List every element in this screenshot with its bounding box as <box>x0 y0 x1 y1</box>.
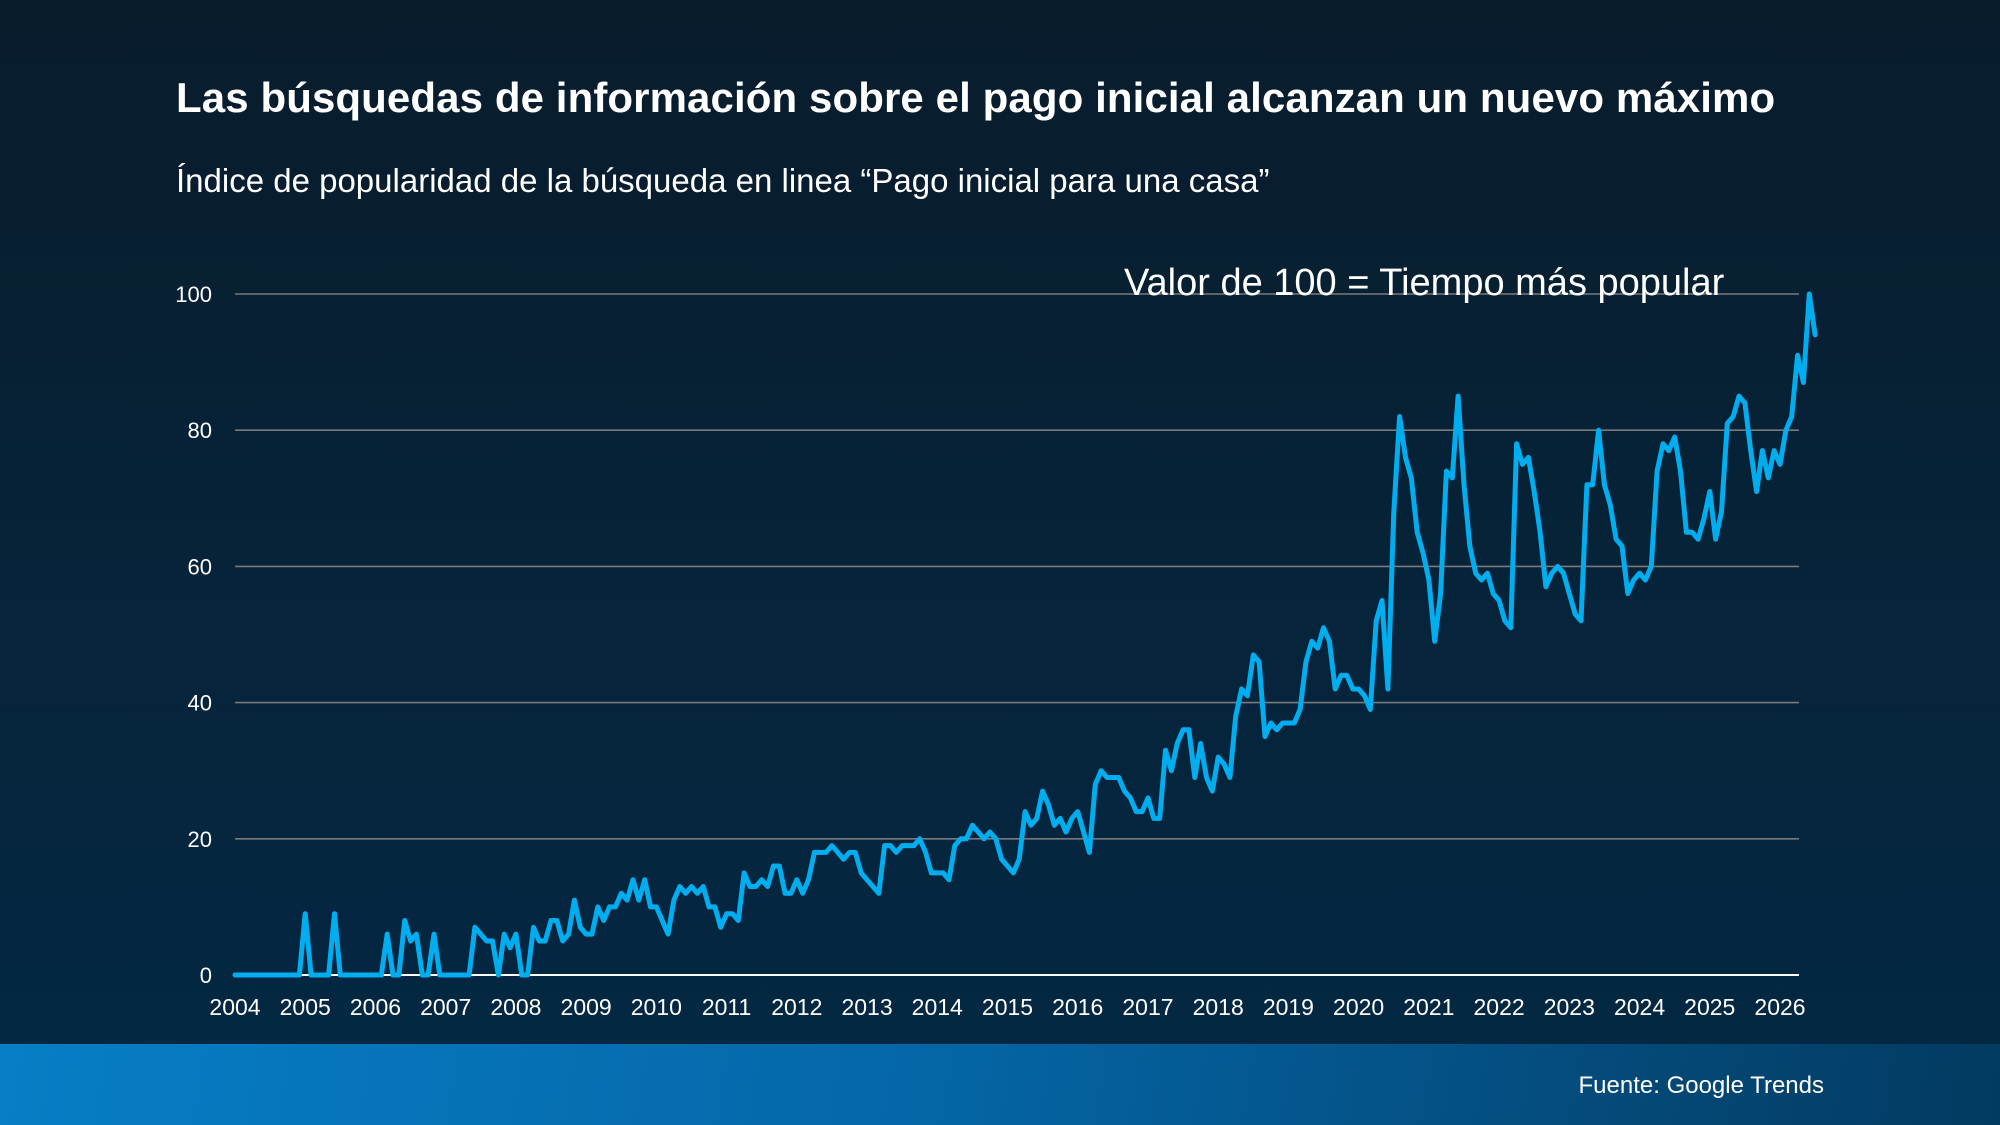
series-line <box>232 291 1818 978</box>
x-tick-label: 2021 <box>1403 994 1454 1020</box>
x-tick-label: 2012 <box>771 994 822 1020</box>
x-axis-ticks: 2004 2005 2006 2007 2008 2009 2010 2011 2012 2013… <box>209 994 1805 1020</box>
x-tick-label: 2013 <box>841 994 892 1020</box>
x-tick-label: 2022 <box>1474 994 1525 1020</box>
source-label: Fuente: Google Trends <box>1578 1072 1824 1099</box>
x-tick-label: 2006 <box>350 994 401 1020</box>
footer-bar: Fuente: Google Trends <box>0 1044 2000 1125</box>
y-tick-label: 20 <box>188 827 212 852</box>
y-tick-label: 60 <box>188 554 212 579</box>
x-tick-label: 2010 <box>631 994 682 1020</box>
x-tick-label: 2011 <box>702 994 751 1020</box>
x-tick-label: 2008 <box>490 994 541 1020</box>
x-tick-label: 2015 <box>982 994 1033 1020</box>
x-tick-label: 2025 <box>1684 994 1735 1020</box>
x-tick-label: 2024 <box>1614 994 1665 1020</box>
x-tick-label: 2005 <box>280 994 331 1020</box>
x-tick-label: 2007 <box>420 994 471 1020</box>
x-tick-label: 2020 <box>1333 994 1384 1020</box>
series-group <box>232 291 1818 978</box>
x-tick-label: 2017 <box>1122 994 1173 1020</box>
x-tick-label: 2004 <box>209 994 260 1020</box>
chart-subtitle: Índice de popularidad de la búsqueda en … <box>176 162 1270 199</box>
y-tick-label: 100 <box>175 282 212 307</box>
line-chart: 0 20 40 60 80 100 2004 2005 2006 2007 2008 2009 201… <box>175 282 1818 1020</box>
x-tick-label: 2018 <box>1193 994 1244 1020</box>
chart-annotation: Valor de 100 = Tiempo más popular <box>1124 262 1725 304</box>
x-tick-label: 2026 <box>1754 994 1805 1020</box>
y-tick-label: 40 <box>188 691 212 716</box>
y-axis-ticks: 0 20 40 60 80 100 <box>175 282 212 988</box>
x-tick-label: 2019 <box>1263 994 1314 1020</box>
chart-title: Las búsquedas de información sobre el pa… <box>176 74 1776 121</box>
y-tick-label: 0 <box>200 963 212 988</box>
x-tick-label: 2023 <box>1544 994 1595 1020</box>
x-tick-label: 2014 <box>912 994 963 1020</box>
x-tick-label: 2009 <box>561 994 612 1020</box>
x-tick-label: 2016 <box>1052 994 1103 1020</box>
y-tick-label: 80 <box>188 418 212 443</box>
gridlines <box>235 293 1799 976</box>
